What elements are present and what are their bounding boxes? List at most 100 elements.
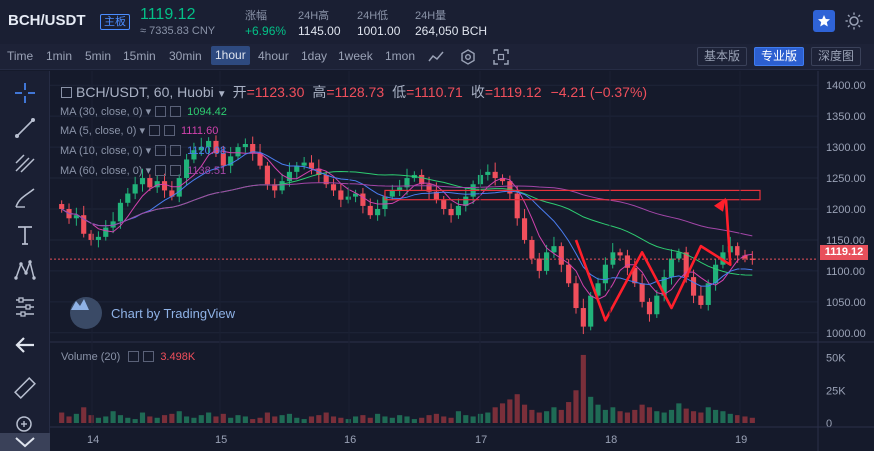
- interval-1hour[interactable]: 1hour: [211, 46, 250, 65]
- star-icon[interactable]: [813, 10, 835, 32]
- candle-body: [360, 193, 366, 206]
- settings-icon[interactable]: [155, 145, 167, 156]
- candle-body: [228, 156, 234, 166]
- volume-bar: [499, 403, 506, 423]
- volume-tick-label: 0: [826, 418, 832, 430]
- ma30-legend[interactable]: MA (30, close, 0) ▾ 1094.42: [60, 106, 227, 118]
- volume-bar: [184, 416, 190, 423]
- price-tick-label: 1050.00: [826, 297, 866, 309]
- volume-bar: [264, 412, 270, 423]
- volume-bar: [139, 412, 146, 423]
- close-icon[interactable]: [143, 351, 155, 362]
- time-tick-label: 17: [475, 434, 487, 446]
- trendline-icon[interactable]: [13, 116, 37, 140]
- candle-body: [220, 153, 226, 166]
- candle-body: [191, 150, 197, 160]
- interval-1day[interactable]: 1day: [301, 49, 328, 63]
- price-chart[interactable]: 1400.00 1350.00 1300.00 1250.00 1200.00 1150.…: [50, 71, 874, 451]
- volume-legend[interactable]: Volume (20) 3.498K: [61, 351, 195, 363]
- settings-icon[interactable]: [460, 49, 476, 65]
- ma5-line: [61, 149, 753, 300]
- ma10-legend[interactable]: MA (10, close, 0) ▾ 1120.08: [60, 145, 227, 157]
- low-value: =1110.71: [406, 84, 463, 100]
- interval-1min[interactable]: 1min: [46, 49, 73, 63]
- close-icon[interactable]: [170, 106, 182, 117]
- volume-bar: [411, 419, 417, 423]
- volume-bar: [176, 411, 182, 423]
- indicator-icon[interactable]: [428, 49, 444, 65]
- sun-icon[interactable]: [843, 10, 865, 32]
- ma60-legend[interactable]: MA (60, close, 0) ▾ 1138.51: [60, 165, 227, 177]
- back-arrow-icon[interactable]: [13, 333, 37, 357]
- volume-bar: [316, 415, 322, 423]
- volume-bar: [690, 411, 697, 423]
- candle-body: [279, 181, 285, 191]
- chart-toolbar: Time 1min 5min 15min 30min 1hour 4hour 1…: [0, 44, 874, 70]
- legend-title[interactable]: BCH/USDT, 60, Huobi: [76, 84, 214, 100]
- candle-body: [367, 205, 373, 216]
- candle-body: [59, 204, 65, 209]
- volume-bar: [294, 417, 300, 423]
- interval-30min[interactable]: 30min: [169, 49, 202, 63]
- candle-body: [683, 252, 689, 278]
- close-icon[interactable]: [170, 165, 182, 176]
- fullscreen-icon[interactable]: [493, 49, 509, 65]
- fib-icon[interactable]: [13, 151, 37, 175]
- settings-icon[interactable]: [128, 351, 140, 362]
- ohlc-legend: BCH/USDT, 60, Huobi ▼ 开=1123.30 高=1128.73 低=…: [61, 82, 647, 102]
- version-pro-button[interactable]: 专业版: [754, 47, 805, 66]
- chart-canvas[interactable]: 1400.00 1350.00 1300.00 1250.00 1200.00 1150.…: [50, 71, 874, 451]
- version-basic-button[interactable]: 基本版: [697, 47, 748, 66]
- tradingview-watermark[interactable]: Chart by TradingView: [70, 297, 235, 329]
- brush-icon[interactable]: [13, 186, 37, 210]
- interval-4hour[interactable]: 4hour: [258, 49, 289, 63]
- volume-bar: [470, 416, 476, 423]
- legend-collapse-icon[interactable]: [61, 87, 72, 98]
- volume-bar: [602, 409, 608, 423]
- candle-body: [698, 295, 704, 305]
- candle-body: [705, 283, 711, 305]
- collapse-toolbar-button[interactable]: [0, 433, 50, 451]
- stat-volume-label: 24H量: [415, 10, 447, 22]
- interval-1week[interactable]: 1week: [338, 49, 373, 63]
- volume-bar: [95, 417, 101, 423]
- ma5-legend[interactable]: MA (5, close, 0) ▾ 1111.60: [60, 125, 219, 137]
- stat-low-value: 1001.00: [357, 24, 401, 38]
- volume-bar: [242, 416, 248, 423]
- close-icon[interactable]: [164, 125, 175, 136]
- pattern-icon[interactable]: [13, 258, 37, 282]
- text-icon[interactable]: [13, 223, 37, 247]
- crosshair-icon[interactable]: [13, 81, 37, 105]
- volume-bar: [588, 396, 594, 423]
- zoom-icon[interactable]: [13, 413, 37, 437]
- interval-1mon[interactable]: 1mon: [385, 49, 416, 63]
- ruler-icon[interactable]: [13, 376, 37, 400]
- volume-bar: [632, 409, 638, 423]
- ma10-value: 1120.08: [187, 145, 227, 157]
- candle-body: [382, 196, 388, 209]
- price-tick-label: 1100.00: [826, 266, 865, 278]
- pair-name[interactable]: BCH/USDT: [8, 12, 86, 29]
- chevron-down-icon[interactable]: ▼: [216, 89, 227, 100]
- interval-5min[interactable]: 5min: [85, 49, 112, 63]
- stat-change-value: +6.96%: [245, 24, 287, 38]
- depth-chart-button[interactable]: 深度图: [811, 47, 862, 66]
- candle-body: [646, 301, 653, 315]
- settings-icon[interactable]: [155, 106, 167, 117]
- candle-body: [749, 258, 755, 261]
- interval-15min[interactable]: 15min: [123, 49, 156, 63]
- candle-body: [639, 283, 645, 302]
- volume-bar: [646, 407, 653, 423]
- volume-bar: [323, 412, 329, 423]
- settings-icon[interactable]: [155, 165, 167, 176]
- high-label: 高: [312, 84, 327, 100]
- volume-bar: [367, 417, 373, 423]
- measure-icon[interactable]: [13, 295, 37, 319]
- volume-bar: [727, 413, 733, 423]
- candle-body: [661, 277, 667, 296]
- candle-body: [713, 264, 719, 284]
- close-icon[interactable]: [170, 145, 182, 156]
- candle-body: [455, 205, 462, 216]
- volume-bar: [749, 417, 755, 423]
- settings-icon[interactable]: [149, 125, 160, 136]
